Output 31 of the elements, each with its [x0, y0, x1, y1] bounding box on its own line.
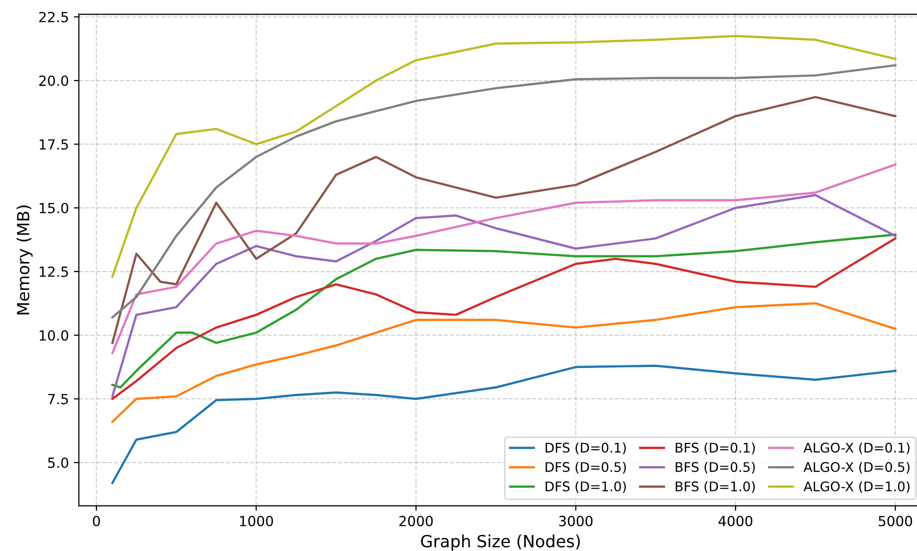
y-axis-title: Memory (MB): [16, 206, 33, 314]
y-tick-label: 22.5: [39, 12, 68, 22]
x-tick-label: 5000: [878, 516, 912, 526]
legend-label: DFS (D=0.5): [546, 462, 626, 474]
x-tick-label: 1000: [240, 516, 273, 526]
y-tick-label: 15.0: [40, 202, 68, 214]
x-tick-label: 2000: [399, 516, 433, 526]
line-series: [111, 34, 896, 278]
legend-label: DFS (D=0.1): [546, 442, 626, 454]
y-tick-label: 10.0: [40, 330, 68, 341]
line-series: [111, 96, 896, 344]
y-tick-label: 20.0: [39, 76, 68, 86]
x-axis-title: Graph Size (Nodes): [421, 534, 580, 551]
legend-label: BFS (D=0.5): [676, 462, 755, 474]
line-series: [111, 163, 896, 354]
legend-label: DFS (D=1.0): [546, 481, 626, 493]
x-tick-label: 4000: [718, 516, 752, 526]
x-tick-label: 3000: [559, 516, 593, 526]
line-series: [111, 194, 896, 398]
line-series: [111, 64, 896, 318]
legend-label: ALGO-X (D=0.5): [804, 462, 910, 474]
legend-label: ALGO-X (D=1.0): [804, 481, 910, 493]
x-tick-label: 0: [92, 516, 100, 526]
y-tick-label: 17.5: [40, 139, 68, 150]
y-tick-label: 12.5: [40, 266, 68, 278]
line-series: [111, 302, 896, 423]
legend-label: BFS (D=0.1): [676, 442, 755, 454]
legend-label: ALGO-X (D=0.1): [804, 442, 910, 454]
y-tick-label: 7.5: [48, 394, 68, 404]
y-tick-label: 5.0: [48, 457, 68, 468]
legend-label: BFS (D=1.0): [676, 481, 755, 493]
